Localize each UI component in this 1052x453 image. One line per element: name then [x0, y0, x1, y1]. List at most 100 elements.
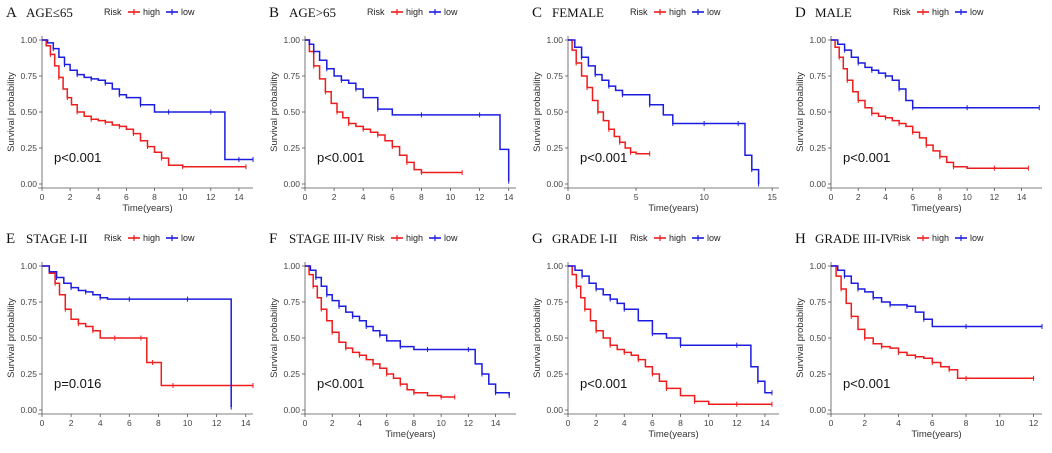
y-axis-label: Survival probability	[6, 72, 17, 152]
x-tick-label: 12	[990, 192, 1000, 202]
x-tick-label: 4	[357, 418, 362, 428]
y-tick-label: 0.00	[546, 405, 563, 415]
y-tick-label: 0.25	[283, 369, 300, 379]
series-high	[831, 265, 1035, 381]
y-tick-label: 0.75	[20, 71, 37, 81]
legend-entry-low: low	[707, 7, 721, 17]
legend-title: Risk	[104, 7, 122, 17]
y-tick-label: 0.00	[20, 405, 37, 415]
x-tick-label: 6	[930, 418, 935, 428]
legend-entry-low: low	[444, 7, 458, 17]
x-tick-label: 2	[69, 418, 74, 428]
y-tick-label: 0.25	[20, 143, 37, 153]
x-tick-label: 14	[491, 418, 501, 428]
y-tick-label: 0.50	[809, 333, 826, 343]
series-low	[568, 39, 760, 187]
legend-title: Risk	[630, 7, 648, 17]
x-tick-label: 14	[1017, 192, 1027, 202]
legend-entry-low: low	[970, 7, 984, 17]
survival-curve-low	[42, 39, 253, 161]
x-tick-label: 6	[390, 192, 395, 202]
y-tick-label: 0.25	[20, 369, 37, 379]
series-low	[42, 39, 254, 163]
x-tick-label: 2	[68, 192, 73, 202]
y-tick-label: 0.50	[809, 107, 826, 117]
x-tick-label: 4	[96, 192, 101, 202]
y-tick-label: 1.00	[546, 35, 563, 45]
series-low	[831, 39, 1040, 111]
x-tick-label: 2	[856, 192, 861, 202]
y-tick-label: 0.75	[283, 297, 300, 307]
x-tick-label: 0	[566, 192, 571, 202]
x-tick-label: 10	[962, 192, 972, 202]
series-high	[42, 265, 254, 389]
y-tick-label: 0.50	[283, 333, 300, 343]
legend: Risk high low	[104, 7, 195, 17]
x-axis-label: Time(years)	[648, 429, 698, 440]
x-tick-label: 10	[699, 192, 709, 202]
x-tick-label: 0	[829, 418, 834, 428]
series-high	[568, 39, 651, 157]
x-tick-label: 2	[330, 418, 335, 428]
y-tick-label: 1.00	[809, 35, 826, 45]
y-axis-label: Survival probability	[269, 298, 280, 378]
y-axis-label: Survival probability	[269, 72, 280, 152]
legend-entry-low: low	[970, 233, 984, 243]
survival-curve-high	[42, 265, 253, 387]
x-tick-label: 8	[964, 418, 969, 428]
p-value: p<0.001	[317, 150, 364, 165]
x-axis-label: Time(years)	[911, 203, 961, 214]
p-value: p<0.001	[580, 150, 627, 165]
panel-label: D	[795, 5, 806, 21]
y-tick-label: 0.00	[283, 405, 300, 415]
p-value: p<0.001	[54, 150, 101, 165]
x-tick-label: 2	[594, 418, 599, 428]
x-tick-label: 8	[152, 192, 157, 202]
y-tick-label: 0.25	[809, 369, 826, 379]
x-tick-label: 8	[156, 418, 161, 428]
panel-label: C	[532, 5, 542, 21]
y-tick-label: 0.75	[809, 297, 826, 307]
panel-label: G	[532, 231, 543, 247]
x-tick-label: 14	[234, 192, 244, 202]
km-panel-d: D MALE Risk high low 0.00 0.25 0.50 0.75 1.00 0 2 4 6…	[789, 0, 1052, 226]
x-tick-label: 6	[124, 192, 129, 202]
y-axis-label: Survival probability	[532, 298, 543, 378]
x-tick-label: 0	[829, 192, 834, 202]
km-panel-b: B AGE>65 Risk high low 0.00 0.25 0.50 0.75 1.00 0 2…	[263, 0, 526, 226]
survival-curve-high	[42, 39, 246, 168]
series-high	[831, 39, 1029, 171]
panel-title: STAGE III-IV	[289, 231, 365, 246]
x-tick-label: 2	[332, 192, 337, 202]
y-tick-label: 0.50	[283, 107, 300, 117]
x-tick-label: 14	[760, 418, 770, 428]
series-low	[42, 265, 232, 410]
y-tick-label: 0.25	[546, 369, 563, 379]
x-tick-label: 12	[475, 192, 485, 202]
km-panel-a: A AGE≤65 Risk high low 0.00 0.25 0.50 0.75 1.00 0 2…	[0, 0, 263, 226]
x-tick-label: 12	[464, 418, 474, 428]
survival-curve-high	[831, 39, 1029, 169]
legend-title: Risk	[104, 233, 122, 243]
y-axis-label: Survival probability	[6, 298, 17, 378]
y-tick-label: 1.00	[20, 261, 37, 271]
x-tick-label: 10	[183, 418, 193, 428]
x-axis-label: Time(years)	[648, 203, 698, 214]
legend-entry-high: high	[143, 7, 160, 17]
x-tick-label: 8	[412, 418, 417, 428]
y-tick-label: 0.50	[546, 333, 563, 343]
panel-label: B	[269, 5, 279, 21]
p-value: p=0.016	[54, 376, 101, 391]
legend-entry-low: low	[181, 233, 195, 243]
series-high	[305, 39, 463, 175]
legend-title: Risk	[893, 233, 911, 243]
panel-title: STAGE I-II	[26, 231, 87, 246]
panel-label: H	[795, 231, 806, 247]
y-tick-label: 0.75	[809, 71, 826, 81]
legend-entry-high: high	[143, 233, 160, 243]
y-tick-label: 1.00	[283, 261, 300, 271]
x-tick-label: 6	[384, 418, 389, 428]
x-tick-label: 12	[1029, 418, 1039, 428]
legend: Risk high low	[104, 233, 195, 243]
panel-title: GRADE I-II	[552, 231, 617, 246]
